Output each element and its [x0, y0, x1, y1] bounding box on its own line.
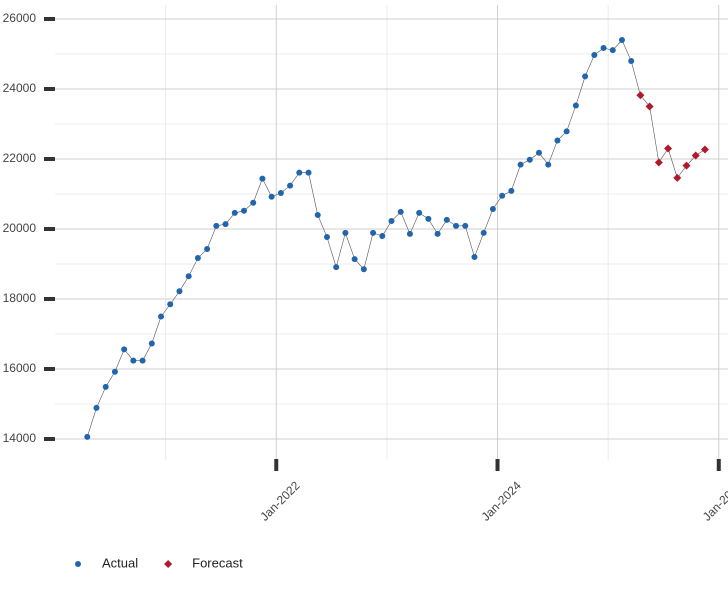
point: [645, 102, 654, 111]
point: [434, 230, 441, 237]
point: [536, 149, 543, 156]
point: [582, 73, 589, 80]
point: [664, 144, 673, 153]
point: [121, 346, 128, 353]
point: [545, 161, 552, 168]
connector-line: [630, 60, 641, 96]
point: [600, 45, 607, 52]
point: [277, 189, 284, 196]
point: [176, 288, 183, 295]
point: [167, 301, 174, 308]
point: [333, 264, 340, 271]
point: [636, 91, 645, 100]
point: [139, 357, 146, 364]
y-tick-label: 24000: [3, 81, 37, 95]
legend-label: Forecast: [192, 555, 243, 570]
point: [259, 175, 266, 182]
y-tick-label: 26000: [3, 11, 37, 25]
point: [443, 216, 450, 223]
point: [268, 193, 275, 200]
point: [628, 58, 635, 64]
point: [370, 229, 377, 236]
point: [213, 222, 220, 229]
point: [388, 217, 395, 224]
y-tick-label: 22000: [3, 151, 37, 165]
x-tick-label: Jan-2026: [700, 478, 728, 524]
x-tick-label: Jan-2024: [479, 478, 525, 524]
point: [462, 222, 469, 229]
point: [296, 169, 303, 176]
legend-marker: [75, 561, 81, 567]
point: [572, 102, 579, 109]
point: [700, 145, 709, 154]
point: [673, 173, 682, 182]
point: [425, 215, 432, 222]
point: [554, 137, 561, 144]
point: [158, 313, 165, 320]
point: [148, 340, 155, 347]
point: [517, 161, 524, 168]
point: [379, 233, 386, 239]
point: [84, 433, 91, 440]
point: [453, 222, 460, 229]
y-tick-label: 18000: [3, 291, 37, 305]
point: [526, 156, 533, 163]
point: [406, 230, 413, 237]
point: [508, 187, 515, 194]
point: [471, 254, 478, 260]
point: [185, 273, 192, 280]
point: [323, 234, 330, 241]
point: [222, 221, 229, 228]
y-tick-label: 14000: [3, 431, 37, 445]
point: [342, 229, 349, 236]
point: [351, 256, 358, 263]
point: [250, 199, 257, 206]
point: [360, 266, 367, 273]
point: [691, 151, 700, 160]
point: [240, 207, 247, 214]
point: [591, 52, 598, 59]
point: [305, 169, 312, 176]
point: [563, 128, 570, 135]
legend-marker: [164, 560, 173, 568]
y-tick-label: 20000: [3, 221, 37, 235]
point: [204, 245, 211, 252]
point: [499, 192, 506, 199]
point: [231, 209, 238, 216]
point: [397, 208, 404, 215]
point: [314, 212, 321, 218]
point: [287, 182, 294, 189]
point: [480, 229, 487, 236]
point: [111, 368, 118, 375]
point: [93, 404, 100, 411]
legend-label: Actual: [102, 555, 138, 570]
point: [618, 37, 625, 43]
point: [130, 357, 137, 364]
point: [654, 158, 663, 167]
point: [489, 206, 496, 213]
point: [194, 255, 201, 262]
point: [416, 209, 423, 216]
point: [682, 161, 691, 170]
y-tick-label: 16000: [3, 361, 37, 375]
x-tick-label: Jan-2022: [257, 478, 303, 524]
point: [609, 47, 616, 54]
point: [102, 383, 109, 390]
series-line: [86, 39, 632, 437]
